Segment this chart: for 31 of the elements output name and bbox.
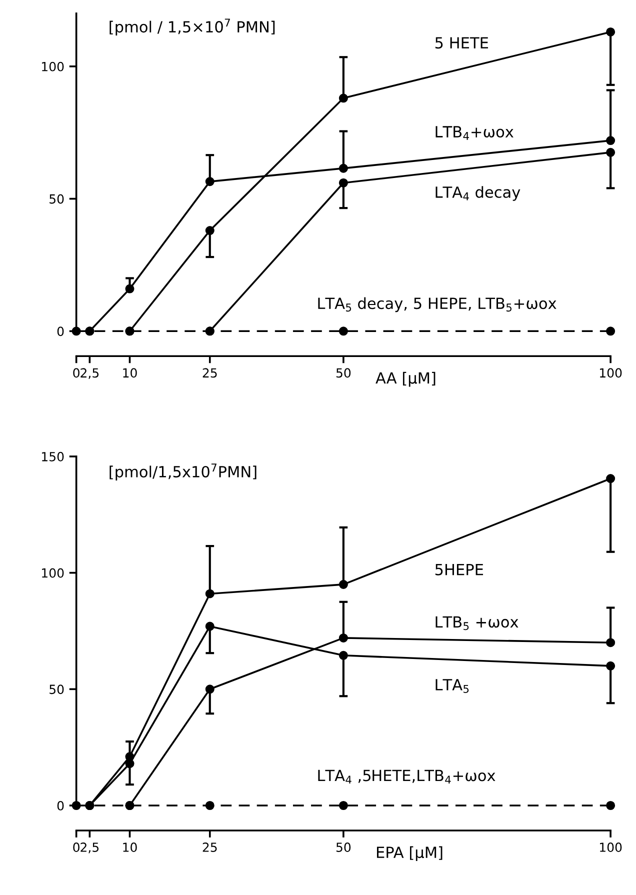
x-axis-title: AA [µM]: [376, 372, 436, 387]
x-tick-label: 100: [600, 368, 622, 378]
x-tick-label: 2,5: [80, 842, 99, 854]
y-tick-label: 0: [57, 800, 64, 810]
series-label: LTA$_{4}$ decay: [436, 186, 520, 201]
y-axis-title: [pmol / 1,5×10$^{7}$ PMN]: [110, 18, 275, 36]
x-tick-label: 2,5: [80, 368, 99, 379]
series-label: LTB$_{4}$+ωox: [436, 126, 514, 140]
y-tick-label: 150: [42, 452, 64, 462]
series-label: LTA$_{4}$ ,5HETE,LTB$_{4}$+ωox: [318, 770, 496, 784]
y-axis-title: [pmol/1,5x10$^{7}$PMN]: [110, 464, 256, 480]
series-label: LTA$_{5}$: [436, 679, 469, 693]
x-tick-label: 25: [202, 368, 217, 378]
series-label: 5 HETE: [435, 37, 488, 49]
y-tick-label: 50: [50, 194, 64, 204]
x-tick-label: 50: [336, 842, 351, 852]
x-tick-label: 10: [123, 368, 137, 378]
y-tick-label: 100: [42, 568, 64, 578]
y-tick-label: 50: [50, 684, 64, 694]
series-label: 5HEPE: [435, 564, 484, 576]
y-tick-label: 0: [57, 326, 64, 336]
x-axis-title: EPA [µM]: [376, 846, 442, 862]
x-tick-label: 25: [202, 842, 217, 852]
series-label: LTA$_{5}$ decay, 5 HEPE, LTB$_{5}$+ωox: [318, 297, 556, 312]
x-tick-label: 50: [336, 368, 351, 378]
series-label: LTB$_{5}$ +ωox: [436, 616, 518, 630]
x-tick-label: 100: [600, 842, 622, 852]
x-tick-label: 10: [123, 842, 137, 852]
x-tick-label: 0: [73, 368, 80, 378]
y-tick-label: 100: [42, 62, 64, 72]
x-tick-label: 0: [73, 842, 80, 852]
